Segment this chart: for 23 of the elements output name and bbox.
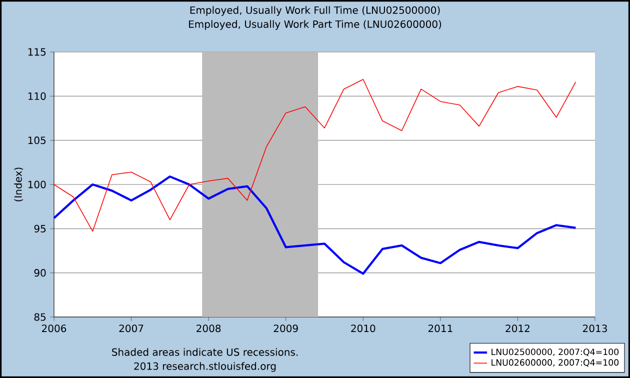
x-tick-label: 2006	[42, 324, 66, 332]
x-tick-label: 2008	[196, 324, 221, 332]
y-axis-title: (Index)	[14, 168, 24, 202]
y-tick-label: 100	[28, 180, 46, 188]
text: Shaded areas indicate US recessions.	[112, 348, 298, 356]
chart-title: Employed, Usually Work Full Time (LNU02500000)	[190, 6, 440, 16]
legend-label: LNU02500000, 2007:Q4=100	[492, 348, 619, 356]
y-tick-label: 95	[34, 224, 46, 232]
y-tick-label: 115	[28, 48, 46, 56]
line-series	[54, 78, 576, 232]
x-tick-label: 2012	[506, 324, 530, 332]
x-tick-label: 2009	[274, 324, 298, 332]
chart-subtitle: Employed, Usually Work Part Time (LNU02600000)	[189, 20, 442, 30]
y-tick-label: 105	[28, 136, 46, 144]
y-tick-label: 85	[34, 313, 46, 321]
x-tick-label: 2010	[351, 324, 376, 332]
x-tick-label: 2013	[583, 324, 607, 332]
text: 2013 research.stlouisfed.org	[134, 362, 276, 372]
legend-label: LNU02600000, 2007:Q4=100	[492, 359, 619, 367]
y-tick-label: 90	[34, 269, 46, 277]
y-tick-label: 110	[28, 92, 46, 100]
x-tick-label: 2007	[119, 324, 144, 332]
x-tick-label: 2011	[428, 324, 452, 332]
